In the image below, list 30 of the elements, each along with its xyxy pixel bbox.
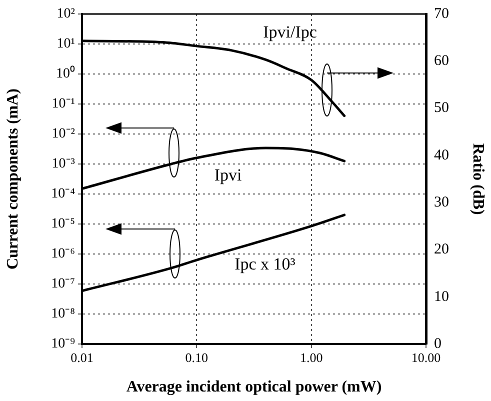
y2-tick-label: 30 (434, 194, 449, 211)
series-label: Ipvi (214, 165, 242, 184)
y2-tick-label: 10 (434, 288, 449, 305)
y-tick-label: 10² (56, 6, 75, 22)
y-tick-label: 10⁰ (56, 66, 75, 82)
y-tick-label: 10⁻⁹ (51, 336, 76, 352)
x-tick-label: 0.10 (185, 350, 208, 366)
y-axis-title: Current components (mA) (4, 88, 22, 270)
series-label: Ipc x 10³ (234, 254, 296, 274)
y2-tick-label: 40 (434, 147, 449, 164)
y-tick-label: 10⁻⁶ (51, 246, 76, 262)
y-tick-label: 10⁻² (52, 126, 75, 142)
x-tick-label: 0.01 (70, 350, 94, 366)
y2-tick-label: 50 (434, 100, 449, 116)
x-axis-title: Average incident optical power (mW) (126, 378, 382, 396)
x-tick-label: 1.00 (300, 350, 323, 366)
series-label: Ipvi/Ipc (263, 22, 318, 42)
y-tick-label: 10⁻⁷ (51, 276, 76, 292)
y2-axis-title: Ratio (dB) (469, 143, 486, 215)
y2-tick-label: 0 (434, 336, 442, 352)
y2-tick-label: 60 (434, 53, 449, 70)
y-tick-label: 10⁻⁸ (51, 306, 76, 322)
y-tick-label: 10¹ (56, 36, 75, 52)
y2-tick-label: 70 (434, 6, 449, 22)
y2-tick-label: 20 (434, 242, 449, 258)
y-tick-label: 10⁻⁵ (51, 216, 76, 232)
y-tick-label: 10⁻⁴ (51, 186, 76, 202)
x-tick-label: 10.00 (411, 350, 441, 366)
y-tick-label: 10⁻³ (52, 156, 75, 172)
y-tick-label: 10⁻¹ (52, 96, 75, 112)
